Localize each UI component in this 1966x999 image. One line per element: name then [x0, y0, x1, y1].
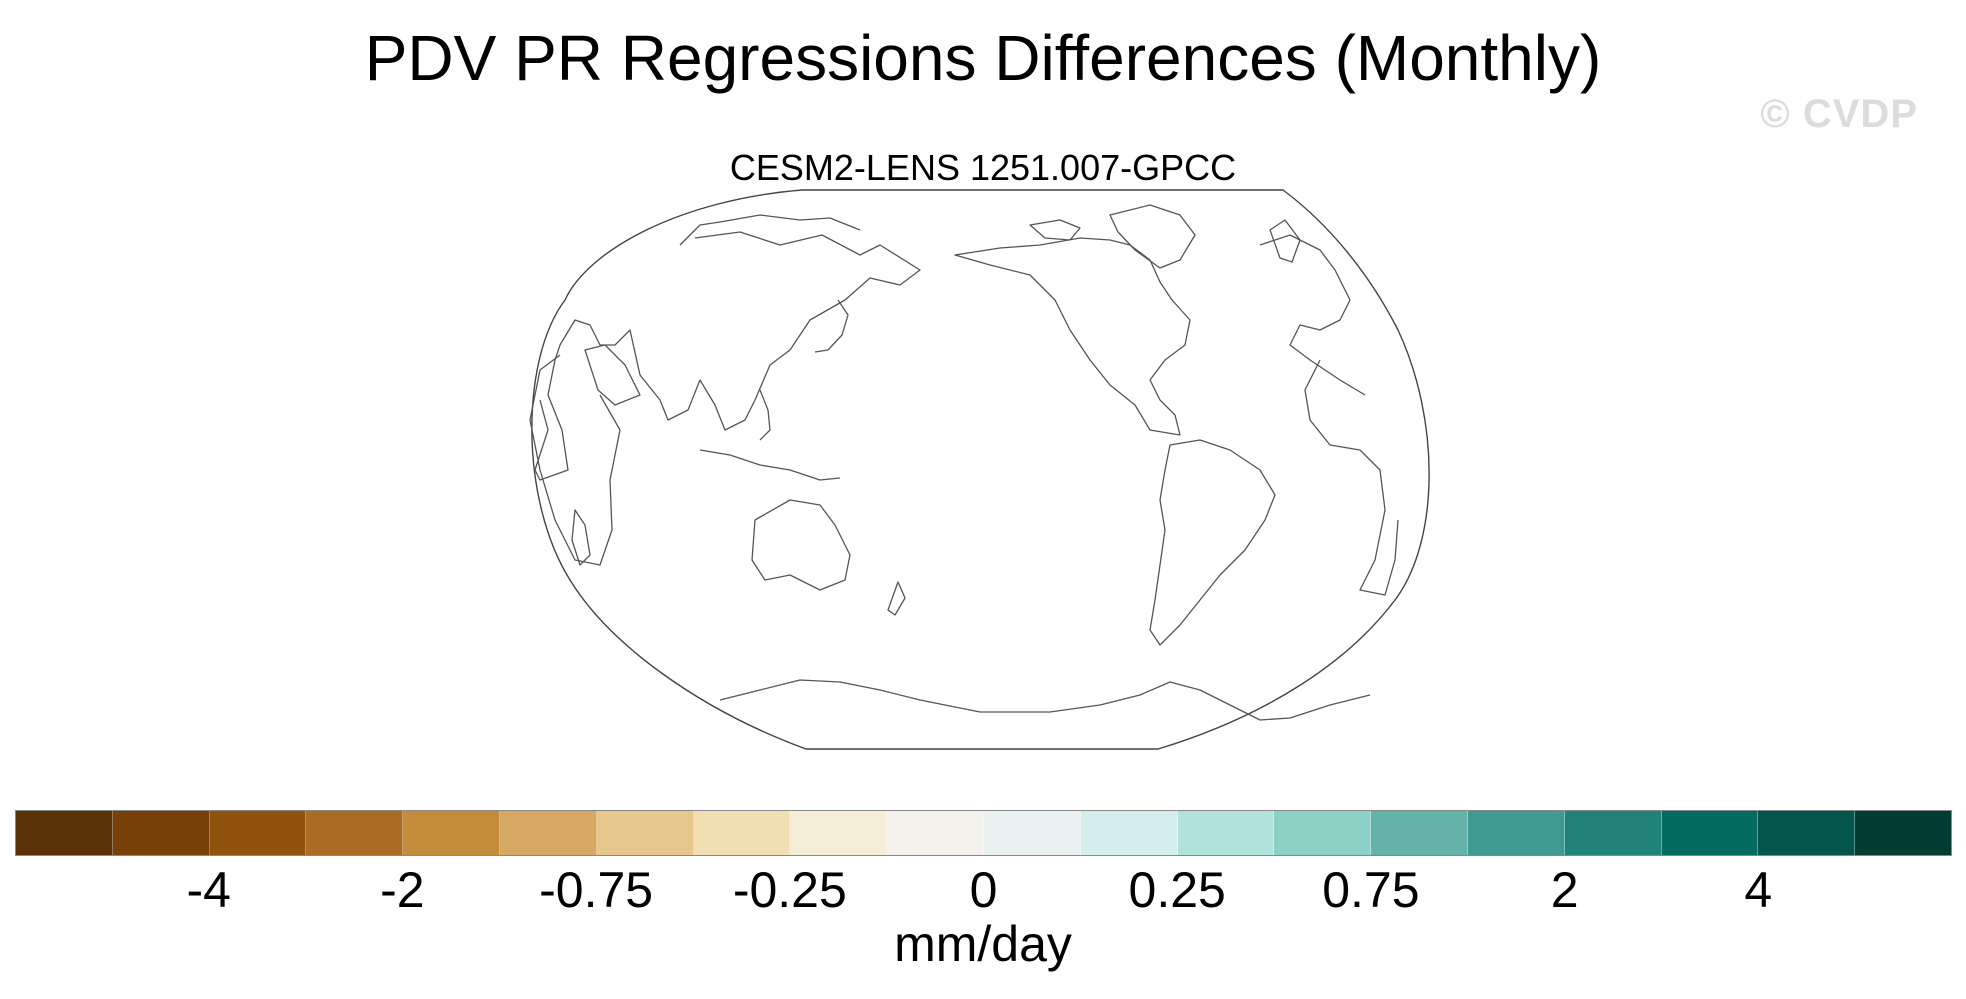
- colorbar-tick-label: -2: [380, 862, 425, 918]
- colorbar-cell: [693, 811, 791, 855]
- colorbar-tick-label: -4: [186, 862, 231, 918]
- colorbar-cell: [887, 811, 984, 855]
- new-zealand-coastline: [887, 581, 906, 616]
- map-boundary: [531, 189, 1430, 750]
- colorbar-cell: [983, 811, 1081, 855]
- cvdp-watermark: © CVDP: [1760, 92, 1918, 136]
- asia-coastline: [534, 231, 921, 481]
- indonesia-coastline: [699, 449, 841, 481]
- colorbar-cell: [1855, 811, 1951, 855]
- colorbar-tick-label: -0.75: [539, 862, 654, 918]
- colorbar-cell: [790, 811, 888, 855]
- colorbar-cell: [16, 811, 113, 855]
- colorbar-cell: [1564, 811, 1662, 855]
- colorbar-tick-label: 4: [1744, 862, 1773, 918]
- colorbar-cell: [209, 811, 307, 855]
- colorbar-cell: [306, 811, 404, 855]
- colorbar-tick-label: 0.25: [1128, 862, 1226, 918]
- japan-coastline: [814, 299, 849, 353]
- colorbar-tick-label: 0: [969, 862, 998, 918]
- colorbar-cell: [1371, 811, 1468, 855]
- north-asia-coast: [679, 214, 861, 246]
- colorbar-cell: [1661, 811, 1759, 855]
- colorbar-cell: [403, 811, 500, 855]
- europe-coastline: [1259, 234, 1366, 396]
- arabia-coastline: [584, 344, 641, 406]
- colorbar-cell: [1758, 811, 1856, 855]
- colorbar: [15, 810, 1952, 856]
- madagascar-coastline: [571, 509, 591, 566]
- scandinavia-coastline: [1269, 219, 1301, 263]
- australia-coastline: [751, 499, 851, 591]
- philippines-coastline: [759, 389, 771, 441]
- colorbar-cell: [1177, 811, 1275, 855]
- colorbar-cell: [1274, 811, 1372, 855]
- colorbar-tick-label: -0.25: [732, 862, 847, 918]
- chart-title: PDV PR Regressions Differences (Monthly): [364, 22, 1602, 94]
- coastlines: [529, 204, 1399, 721]
- colorbar-cell: [112, 811, 210, 855]
- antarctica-coastline: [719, 679, 1371, 721]
- colorbar-units: mm/day: [894, 916, 1072, 972]
- africa-coastline: [529, 354, 621, 566]
- panel-subtitle: CESM2-LENS 1251.007-GPCC: [729, 147, 1237, 188]
- colorbar-cell: [1080, 811, 1178, 855]
- colorbar-cell: [499, 811, 597, 855]
- colorbar-cell: [596, 811, 694, 855]
- south-america-coastline: [1149, 439, 1276, 646]
- colorbar-tick-label: 0.75: [1322, 862, 1420, 918]
- arctic-islands-coast: [1029, 219, 1081, 241]
- greenland-coastline: [1109, 204, 1196, 269]
- west-africa-coastline: [1304, 359, 1399, 596]
- colorbar-tick-label: 2: [1550, 862, 1579, 918]
- north-america-coastline: [954, 237, 1191, 436]
- colorbar-cell: [1467, 811, 1565, 855]
